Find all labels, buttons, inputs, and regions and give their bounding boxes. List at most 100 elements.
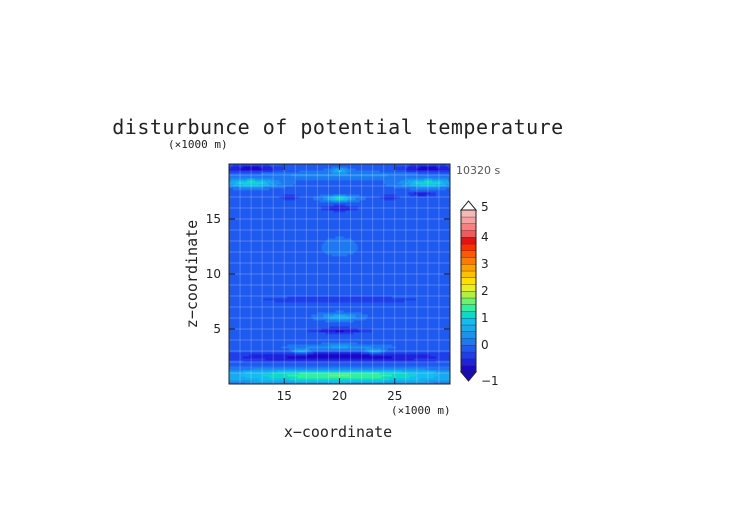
heatmap-cell <box>277 312 280 315</box>
heatmap-cell <box>247 336 250 339</box>
heatmap-cell <box>333 326 336 329</box>
heatmap-cell <box>333 294 336 297</box>
heatmap-cell <box>409 300 413 303</box>
heatmap-cell <box>301 312 304 315</box>
heatmap-cell <box>367 350 371 353</box>
heatmap-cell <box>371 300 375 303</box>
heatmap-cell <box>361 380 365 383</box>
heatmap-cell <box>413 346 417 349</box>
heatmap-cell <box>385 300 389 303</box>
heatmap-cell <box>421 358 425 361</box>
heatmap-cell <box>391 374 395 377</box>
heatmap-cell <box>429 374 433 377</box>
heatmap-cell <box>331 302 334 305</box>
heatmap-cell <box>433 360 437 363</box>
heatmap-cell <box>385 310 389 313</box>
heatmap-cell <box>307 346 310 349</box>
heatmap-cell <box>297 364 300 367</box>
heatmap-cell <box>259 378 262 381</box>
heatmap-cell <box>389 366 393 369</box>
heatmap-cell <box>431 374 435 377</box>
heatmap-cell <box>405 374 409 377</box>
heatmap-cell <box>359 296 362 299</box>
heatmap-cell <box>355 362 358 365</box>
heatmap-cell <box>317 338 320 341</box>
heatmap-cell <box>243 340 246 343</box>
heatmap-cell <box>353 380 356 383</box>
heatmap-cell <box>419 320 423 323</box>
heatmap-cell <box>401 374 405 377</box>
heatmap-cell <box>399 350 403 353</box>
heatmap-cell <box>243 368 246 371</box>
heatmap-cell <box>305 362 308 365</box>
heatmap-cell <box>367 360 371 363</box>
heatmap-cell <box>405 308 409 311</box>
heatmap-cell <box>441 346 445 349</box>
heatmap-cell <box>383 364 387 367</box>
heatmap-cell <box>305 344 308 347</box>
heatmap-cell <box>331 336 334 339</box>
heatmap-cell <box>239 294 242 297</box>
heatmap-cell <box>321 302 324 305</box>
heatmap-cell <box>283 348 286 351</box>
heatmap-cell <box>375 306 379 309</box>
heatmap-cell <box>257 372 260 375</box>
heatmap-cell <box>231 300 234 303</box>
heatmap-cell <box>445 346 449 349</box>
heatmap-cell <box>229 300 232 303</box>
heatmap-cell <box>269 360 272 363</box>
heatmap-cell <box>425 320 429 323</box>
heatmap-cell <box>323 354 326 357</box>
heatmap-cell <box>427 294 431 297</box>
heatmap-cell <box>441 324 445 327</box>
heatmap-cell <box>415 352 419 355</box>
heatmap-cell <box>265 362 268 365</box>
heatmap-cell <box>427 366 431 369</box>
heatmap-cell <box>359 350 362 353</box>
heatmap-cell <box>327 362 330 365</box>
heatmap-cell <box>269 366 272 369</box>
heatmap-cell <box>385 294 389 297</box>
heatmap-cell <box>249 380 252 383</box>
heatmap-cell <box>293 314 296 317</box>
heatmap-cell <box>431 316 435 319</box>
heatmap-cell <box>339 306 342 309</box>
heatmap-cell <box>331 342 334 345</box>
heatmap-cell <box>291 316 294 319</box>
heatmap-cell <box>399 358 403 361</box>
heatmap-cell <box>421 330 425 333</box>
heatmap-cell <box>445 326 449 329</box>
heatmap-cell <box>393 340 397 343</box>
heatmap-cell <box>353 342 356 345</box>
heatmap-cell <box>269 298 272 301</box>
heatmap-cell <box>341 302 344 305</box>
heatmap-cell <box>407 376 411 379</box>
heatmap-cell <box>405 340 409 343</box>
heatmap-cell <box>291 304 294 307</box>
heatmap-cell <box>257 366 260 369</box>
heatmap-cell <box>257 322 260 325</box>
heatmap-cell <box>299 326 302 329</box>
heatmap-cell <box>439 354 443 357</box>
heatmap-cell <box>255 304 258 307</box>
heatmap-cell <box>395 318 399 321</box>
heatmap-cell <box>255 332 258 335</box>
heatmap-cell <box>441 362 445 365</box>
heatmap-cell <box>397 338 401 341</box>
heatmap-cell <box>423 342 427 345</box>
heatmap-cell <box>271 382 274 384</box>
heatmap-cell <box>273 358 276 361</box>
heatmap-cell <box>245 334 248 337</box>
heatmap-cell <box>303 326 306 329</box>
heatmap-cell <box>431 356 435 359</box>
heatmap-cell <box>283 320 286 323</box>
heatmap-cell <box>305 316 308 319</box>
heatmap-cell <box>337 362 340 365</box>
heatmap-cell <box>299 374 302 377</box>
heatmap-cell <box>387 348 391 351</box>
heatmap-cell <box>349 358 352 361</box>
heatmap-cell <box>291 328 294 331</box>
heatmap-cell <box>295 320 298 323</box>
heatmap-cell <box>243 376 246 379</box>
heatmap-cell <box>285 340 288 343</box>
